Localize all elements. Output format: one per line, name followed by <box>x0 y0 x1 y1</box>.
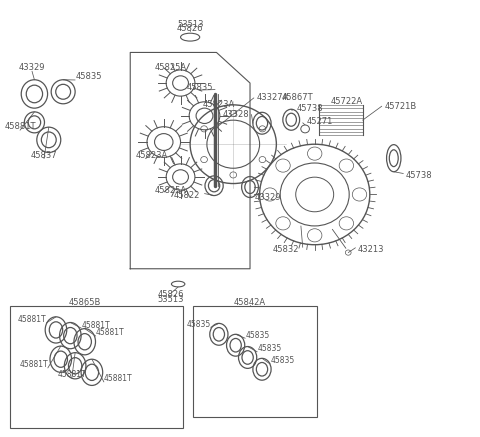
Text: 45881T: 45881T <box>96 329 124 337</box>
Text: 45881T: 45881T <box>58 371 86 379</box>
Bar <box>192 306 317 417</box>
Text: 45271: 45271 <box>307 117 333 125</box>
Text: 43328: 43328 <box>222 110 249 119</box>
Text: 45881T: 45881T <box>104 375 132 383</box>
Text: 45823A: 45823A <box>203 100 235 108</box>
Text: 45835: 45835 <box>245 331 269 340</box>
Text: 45835: 45835 <box>270 357 294 365</box>
Text: 45842A: 45842A <box>234 298 266 307</box>
Text: 45881T: 45881T <box>19 361 48 369</box>
Text: 45722A: 45722A <box>331 97 362 106</box>
Text: 53513: 53513 <box>158 295 184 304</box>
Text: 45826: 45826 <box>158 291 184 299</box>
Text: 45881T: 45881T <box>18 316 47 324</box>
Text: 45835: 45835 <box>186 320 211 329</box>
Text: 53513: 53513 <box>177 20 204 28</box>
Text: 45835: 45835 <box>186 83 213 92</box>
Text: 43329: 43329 <box>255 194 281 202</box>
Text: 45823A: 45823A <box>136 151 168 160</box>
Text: 45826: 45826 <box>177 24 204 33</box>
Text: 45825A: 45825A <box>155 63 187 72</box>
Text: 45881T: 45881T <box>4 122 36 131</box>
Text: 45835: 45835 <box>257 344 281 353</box>
Text: 45738: 45738 <box>406 171 432 180</box>
Text: 45881T: 45881T <box>82 321 110 329</box>
Text: 43329: 43329 <box>19 63 45 72</box>
Text: 43327A: 43327A <box>256 94 288 102</box>
Text: 45865B: 45865B <box>69 298 101 307</box>
Bar <box>11 306 183 428</box>
Text: 45721B: 45721B <box>384 102 417 111</box>
Text: 45738: 45738 <box>297 104 324 113</box>
Text: 43213: 43213 <box>358 246 384 254</box>
Text: 45822: 45822 <box>173 191 200 200</box>
Text: 45832: 45832 <box>272 246 299 254</box>
Text: 45867T: 45867T <box>282 93 314 101</box>
Text: 45825A: 45825A <box>155 187 187 195</box>
Text: 45837: 45837 <box>31 151 57 160</box>
Text: 45835: 45835 <box>75 72 102 81</box>
